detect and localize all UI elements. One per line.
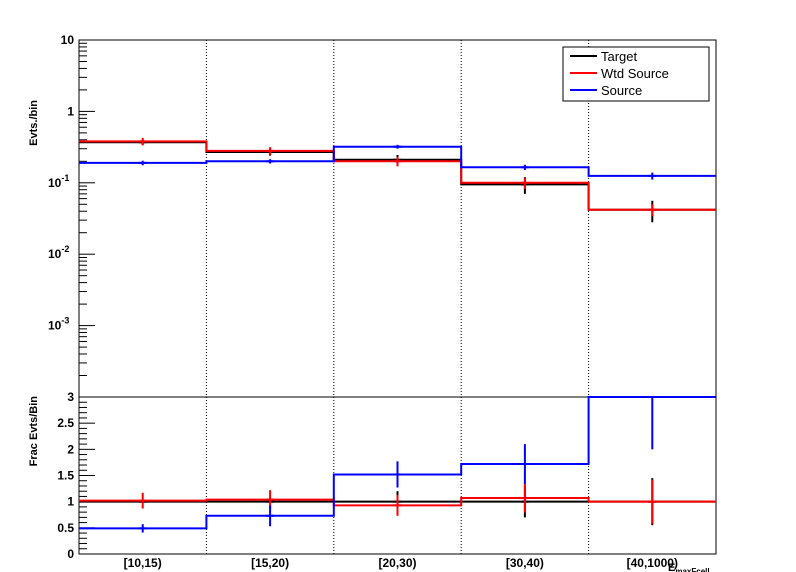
bottom-panel: 0 0.5 1 1.5 2 2.5 3 [10,15) [15,20) [20,30) [30,4… (28, 390, 717, 572)
bottom-series-group (79, 396, 716, 533)
series-wtd-source (79, 137, 716, 217)
y-tick-label: 1 (67, 495, 74, 509)
x-axis-label: EmaxFcell (668, 562, 710, 572)
y-tick-label: 1.5 (57, 469, 74, 483)
y-tick-label: 2.5 (57, 416, 74, 430)
y-tick-label: 10-1 (48, 173, 69, 190)
top-y-axis: 10 1 10-1 10-2 10-3 (48, 33, 95, 398)
y-tick-label: 2 (67, 442, 74, 456)
bottom-y-axis-label: Frac Evts/Bin (28, 396, 40, 467)
x-category-label: [10,15) (124, 556, 162, 570)
x-category-label: [40,1000) (627, 556, 678, 570)
x-category-label: [15,20) (251, 556, 289, 570)
y-tick-label: 1 (67, 104, 74, 118)
x-category-label: [30,40) (506, 556, 544, 570)
legend-label-wtd-source: Wtd Source (601, 66, 669, 81)
top-series-group (79, 137, 716, 223)
x-category-label: [20,30) (378, 556, 416, 570)
bottom-y-axis: 0 0.5 1 1.5 2 2.5 3 (57, 390, 95, 561)
legend-label-source: Source (601, 83, 642, 98)
y-tick-label: 10-3 (48, 316, 69, 333)
bottom-x-axis: [10,15) [15,20) [20,30) [30,40) [40,1000) (124, 556, 678, 570)
y-tick-label: 10-2 (48, 244, 69, 261)
top-y-axis-label: Evts./bin (28, 100, 40, 146)
y-tick-label: 0 (67, 547, 74, 561)
series-wtd-source (79, 479, 716, 524)
legend: Target Wtd Source Source (562, 46, 710, 102)
series-source (79, 144, 716, 180)
top-panel: 10 1 10-1 10-2 10-3 Evts./bin (28, 33, 717, 398)
y-tick-label: 0.5 (57, 521, 74, 535)
legend-label-target: Target (601, 49, 638, 64)
series-source (79, 396, 716, 533)
top-grid (205, 40, 590, 397)
y-tick-label: 3 (67, 390, 74, 404)
x-axis-label-subscript: maxFcell (675, 567, 709, 572)
y-tick-label: 10 (61, 33, 75, 47)
